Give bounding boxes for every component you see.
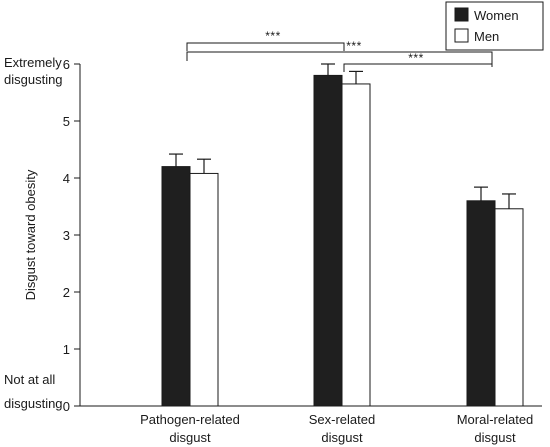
bar-men	[341, 83, 371, 407]
significance-bracket	[186, 51, 493, 67]
y-tick-label: 0	[63, 399, 70, 414]
y-tick-label: 2	[63, 285, 70, 300]
y-tick-label: 1	[63, 342, 70, 357]
x-category-label: Sex-related	[309, 412, 375, 427]
significance-label: ***	[408, 51, 424, 65]
y-tick-label: 4	[63, 171, 70, 186]
scale-label-bottom-line1: Not at all	[4, 372, 55, 387]
significance-label: ***	[265, 29, 281, 43]
legend-swatch-women	[454, 7, 469, 22]
legend-swatch-men	[454, 28, 469, 43]
bar-women	[466, 200, 496, 407]
scale-label-top-line2: disgusting	[4, 72, 63, 87]
y-tick-label: 6	[63, 57, 70, 72]
x-category-label: disgust	[321, 430, 363, 445]
significance-label: ***	[346, 39, 362, 53]
x-category-label: Pathogen-related	[140, 412, 240, 427]
x-category-label: Moral-related	[457, 412, 534, 427]
significance-bracket	[186, 42, 345, 51]
bar-women	[313, 74, 343, 407]
scale-label-bottom-line2: disgusting	[4, 396, 63, 411]
bar-women	[161, 166, 191, 407]
bar-men	[189, 172, 219, 407]
bar-men	[494, 208, 524, 407]
significance-bracket	[343, 63, 493, 72]
legend-label-women: Women	[474, 8, 519, 23]
legend-label-men: Men	[474, 29, 499, 44]
scale-label-top-line1: Extremely	[4, 55, 62, 70]
y-axis-title: Disgust toward obesity	[23, 169, 38, 300]
y-tick-label: 5	[63, 114, 70, 129]
x-category-label: disgust	[169, 430, 211, 445]
y-tick-label: 3	[63, 228, 70, 243]
x-category-label: disgust	[474, 430, 516, 445]
